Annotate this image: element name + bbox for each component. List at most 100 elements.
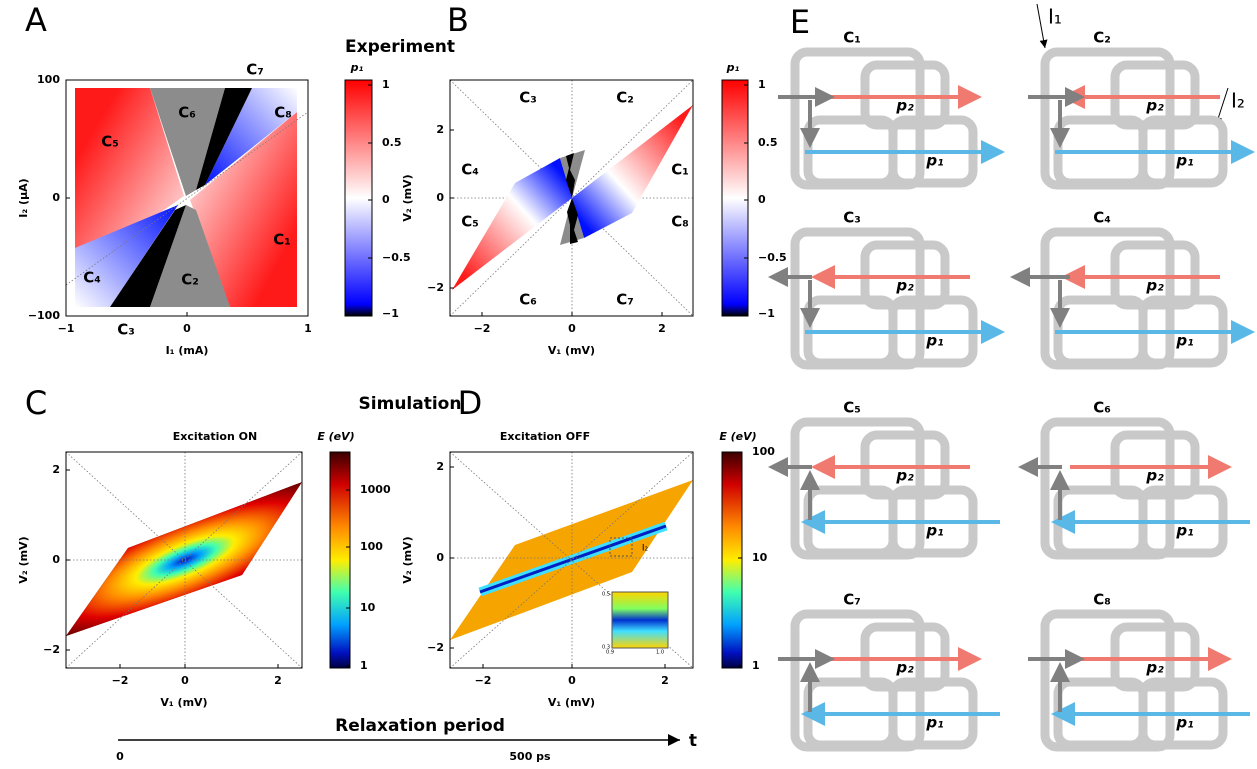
x-tick-label: 0 [183, 322, 191, 335]
heatmap-c [14, 452, 356, 668]
y-axis-label: V₂ (mV) [17, 536, 30, 583]
region-label: C₂ [181, 271, 199, 289]
x-tick-label: 2 [661, 674, 669, 687]
colorbar-tick-label: 1 [360, 659, 368, 672]
timeline-label: 0 [116, 750, 124, 763]
colorbar-title: E (eV) [317, 430, 354, 443]
y-tick-label: 0 [436, 191, 444, 204]
colorbar-title: p₁ [726, 61, 740, 74]
p2-label: p₂ [1145, 97, 1164, 115]
p2-label: p₂ [895, 659, 914, 677]
x-tick-label: 2 [274, 674, 282, 687]
y-tick-label: −2 [427, 641, 444, 654]
diagram-title: C₈ [1093, 591, 1111, 609]
p2-label: p₂ [895, 277, 914, 295]
y-axis-label: I₂ (μA) [17, 178, 30, 217]
p2-label: p₂ [1145, 277, 1164, 295]
x-tick-label: 0 [568, 674, 576, 687]
panel-label: C [25, 384, 47, 422]
inset-tick-label: 1.0 [656, 650, 664, 656]
x-tick-label: 2 [658, 322, 666, 335]
colorbar-title: E (eV) [719, 430, 756, 443]
inset-tick-label: 0.5 [602, 592, 610, 598]
region-label: C₄ [461, 161, 479, 179]
current-label: I₁ [1048, 5, 1062, 29]
p2-label: p₂ [1145, 659, 1164, 677]
y-tick-label: 2 [52, 463, 60, 476]
region-label: C₁ [671, 161, 689, 179]
panel-title: Excitation ON [173, 430, 257, 443]
y-tick-label: 2 [436, 123, 444, 136]
colorbar-tick-label: 10 [360, 601, 376, 614]
heading: Simulation [359, 394, 462, 414]
y-tick-label: −2 [43, 643, 60, 656]
region-label: C₆ [519, 291, 537, 309]
x-tick-label: −2 [112, 674, 129, 687]
p1-label: p₁ [925, 152, 943, 170]
p1-label: p₁ [1175, 522, 1193, 540]
p1-label: p₁ [1175, 714, 1193, 732]
p2-label: p₂ [895, 97, 914, 115]
colorbar-tick-label: 1 [758, 78, 766, 91]
p2-label: p₂ [1145, 467, 1164, 485]
colorbar-tick-label: −0.5 [382, 251, 411, 264]
colorbar-tick-label: −0.5 [758, 251, 787, 264]
colorbar-tick-label: 100 [360, 540, 383, 553]
colorbar-tick-label: −1 [758, 307, 775, 320]
region-label: C₇ [616, 291, 634, 309]
p2-label: p₂ [895, 467, 914, 485]
colorbar-tick-label: 1000 [360, 483, 391, 496]
colorbar-tick-label: 0 [758, 193, 766, 206]
panel-title: Excitation OFF [500, 430, 590, 443]
diagram-title: C₃ [843, 209, 861, 227]
colorbar-tick-label: 100 [752, 445, 775, 458]
region-label: C₁ [273, 231, 291, 249]
x-tick-label: 0 [568, 322, 576, 335]
p1-label: p₁ [1175, 332, 1193, 350]
panel-label: A [25, 1, 47, 39]
x-tick-label: −1 [58, 322, 75, 335]
current-label: I₂ [1231, 89, 1245, 113]
colorbar-tick-label: 1 [752, 659, 760, 672]
heatmap-a [66, 80, 372, 316]
region-label: C₄ [83, 269, 101, 287]
x-axis-label: V₁ (mV) [548, 344, 595, 357]
p1-label: p₁ [1175, 152, 1193, 170]
y-axis-label: V₂ (mV) [401, 536, 414, 583]
panel-label: B [447, 1, 469, 39]
heatmap-d [450, 452, 742, 668]
heading: Experiment [345, 37, 455, 57]
y-axis-label: V₂ (mV) [401, 174, 414, 221]
current-arrow [1037, 4, 1045, 48]
timeline-label: t [689, 731, 697, 751]
diagram-title: C₂ [1093, 29, 1111, 47]
p1-label: p₁ [925, 522, 943, 540]
y-tick-label: 100 [37, 73, 60, 86]
colorbar-tick-label: −1 [382, 307, 399, 320]
x-tick-label: −2 [475, 674, 492, 687]
colorbar-tick-label: 10 [752, 551, 768, 564]
colorbar-tick-label: 0 [382, 193, 390, 206]
y-tick-label: 0 [52, 191, 60, 204]
y-tick-label: 2 [436, 460, 444, 473]
diagram-title: C₅ [843, 399, 861, 417]
region-label: C₆ [178, 104, 196, 122]
y-tick-label: 0 [52, 553, 60, 566]
x-tick-label: 0 [181, 674, 189, 687]
region-label: C₃ [519, 89, 537, 107]
x-tick-label: −2 [474, 322, 491, 335]
region-label: C₈ [671, 213, 689, 231]
timeline-label: 500 ps [509, 750, 551, 763]
p1-label: p₁ [925, 332, 943, 350]
diagram-title: C₇ [843, 591, 861, 609]
colorbar-title: p₁ [350, 61, 364, 74]
y-tick-label: −100 [28, 309, 61, 322]
diagram-title: C₆ [1093, 399, 1111, 417]
region-label: C₇ [246, 61, 264, 79]
panel-label: E [790, 3, 810, 41]
y-tick-label: −2 [427, 281, 444, 294]
heading: Relaxation period [335, 716, 505, 736]
diagram-title: C₁ [843, 29, 861, 47]
colorbar-tick-label: 0.5 [758, 136, 778, 149]
inset-label: I₂ [642, 544, 649, 554]
